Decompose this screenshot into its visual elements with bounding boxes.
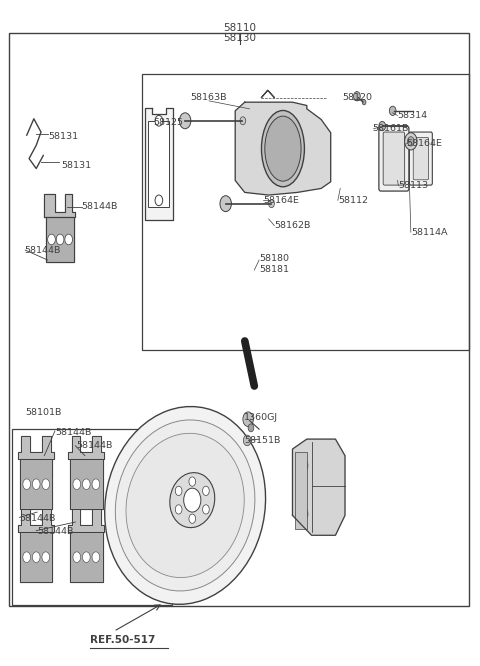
Circle shape bbox=[23, 552, 31, 563]
Text: 58164E: 58164E bbox=[406, 139, 442, 149]
Circle shape bbox=[175, 505, 182, 514]
Text: 58144B: 58144B bbox=[37, 527, 73, 537]
Text: 58144B: 58144B bbox=[77, 442, 113, 450]
Circle shape bbox=[379, 121, 385, 131]
Text: 58161B: 58161B bbox=[372, 125, 409, 133]
Circle shape bbox=[354, 92, 360, 101]
Circle shape bbox=[184, 488, 201, 512]
FancyBboxPatch shape bbox=[383, 132, 405, 185]
Ellipse shape bbox=[126, 434, 244, 577]
Text: 58101B: 58101B bbox=[25, 408, 61, 417]
Polygon shape bbox=[68, 509, 104, 532]
Text: 58112: 58112 bbox=[338, 196, 368, 205]
Text: 58110: 58110 bbox=[224, 23, 256, 33]
FancyBboxPatch shape bbox=[409, 132, 432, 185]
FancyBboxPatch shape bbox=[413, 137, 429, 180]
Bar bbox=[9, 33, 469, 606]
Text: 58113: 58113 bbox=[398, 181, 429, 190]
Bar bbox=[295, 452, 307, 529]
Circle shape bbox=[33, 479, 40, 490]
Circle shape bbox=[269, 200, 275, 208]
Text: 58144B: 58144B bbox=[20, 514, 56, 523]
Circle shape bbox=[203, 505, 209, 514]
Text: 1360GJ: 1360GJ bbox=[244, 414, 278, 422]
Text: 58144B: 58144B bbox=[24, 246, 60, 254]
Polygon shape bbox=[70, 532, 103, 581]
Bar bbox=[148, 121, 169, 207]
Ellipse shape bbox=[265, 116, 301, 181]
Polygon shape bbox=[18, 436, 54, 459]
Polygon shape bbox=[235, 102, 331, 195]
Circle shape bbox=[175, 486, 182, 496]
FancyBboxPatch shape bbox=[379, 126, 409, 191]
Circle shape bbox=[83, 552, 90, 563]
Text: 58181: 58181 bbox=[259, 265, 289, 274]
Circle shape bbox=[189, 514, 196, 523]
Polygon shape bbox=[44, 194, 75, 217]
Circle shape bbox=[42, 479, 49, 490]
Text: 58180: 58180 bbox=[259, 254, 289, 263]
Circle shape bbox=[180, 113, 191, 129]
Bar bbox=[142, 75, 469, 350]
Circle shape bbox=[42, 552, 49, 563]
Text: 58314: 58314 bbox=[397, 111, 428, 120]
Circle shape bbox=[189, 477, 196, 486]
Circle shape bbox=[243, 435, 251, 446]
Text: 58130: 58130 bbox=[224, 33, 256, 43]
Circle shape bbox=[73, 552, 81, 563]
Text: 58163B: 58163B bbox=[191, 93, 227, 102]
Circle shape bbox=[248, 424, 254, 432]
Circle shape bbox=[73, 479, 81, 490]
Circle shape bbox=[48, 234, 55, 245]
Text: 58120: 58120 bbox=[343, 93, 372, 102]
Circle shape bbox=[155, 195, 163, 206]
Circle shape bbox=[389, 106, 396, 115]
Polygon shape bbox=[70, 459, 103, 509]
Circle shape bbox=[296, 506, 308, 522]
Polygon shape bbox=[292, 439, 345, 535]
Text: 58144B: 58144B bbox=[55, 428, 91, 437]
Text: 58114A: 58114A bbox=[411, 228, 447, 236]
Text: 58144B: 58144B bbox=[82, 202, 118, 212]
Circle shape bbox=[23, 479, 31, 490]
Polygon shape bbox=[68, 436, 104, 459]
Ellipse shape bbox=[170, 473, 215, 527]
Circle shape bbox=[405, 133, 417, 150]
Polygon shape bbox=[46, 217, 74, 262]
Circle shape bbox=[203, 486, 209, 496]
Text: 58131: 58131 bbox=[61, 161, 91, 170]
Circle shape bbox=[155, 115, 163, 126]
Text: 58125: 58125 bbox=[153, 118, 183, 127]
Polygon shape bbox=[18, 509, 54, 532]
Ellipse shape bbox=[105, 406, 265, 604]
Ellipse shape bbox=[115, 420, 255, 591]
Text: 58162B: 58162B bbox=[275, 221, 311, 230]
Circle shape bbox=[296, 458, 308, 474]
Circle shape bbox=[83, 479, 90, 490]
Polygon shape bbox=[20, 459, 52, 509]
Circle shape bbox=[362, 99, 366, 105]
Text: REF.50-517: REF.50-517 bbox=[90, 635, 155, 645]
Ellipse shape bbox=[262, 111, 304, 186]
Text: 58151B: 58151B bbox=[244, 436, 280, 445]
Circle shape bbox=[220, 196, 231, 212]
Circle shape bbox=[56, 234, 64, 245]
Bar bbox=[12, 429, 172, 605]
Circle shape bbox=[243, 412, 253, 426]
Circle shape bbox=[408, 137, 414, 146]
Polygon shape bbox=[144, 107, 173, 220]
Circle shape bbox=[92, 479, 100, 490]
Circle shape bbox=[33, 552, 40, 563]
Polygon shape bbox=[20, 532, 52, 581]
Text: 58164E: 58164E bbox=[263, 196, 299, 205]
Circle shape bbox=[240, 117, 246, 125]
Circle shape bbox=[92, 552, 100, 563]
Text: 58131: 58131 bbox=[48, 132, 78, 141]
Circle shape bbox=[65, 234, 72, 245]
